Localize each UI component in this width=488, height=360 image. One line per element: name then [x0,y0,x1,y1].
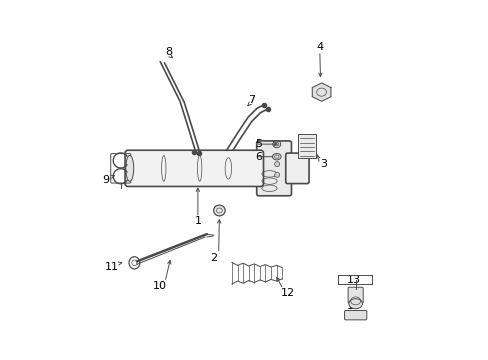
Text: 11: 11 [104,262,119,272]
Text: 8: 8 [165,46,172,57]
Ellipse shape [274,162,279,167]
Ellipse shape [272,153,281,160]
Text: 5: 5 [255,139,262,149]
FancyBboxPatch shape [344,311,366,320]
FancyBboxPatch shape [285,153,308,184]
Text: 9: 9 [102,175,109,185]
Text: 4: 4 [316,42,323,52]
Text: 14: 14 [346,301,360,311]
Text: 12: 12 [280,288,294,298]
Text: 7: 7 [247,95,255,105]
FancyBboxPatch shape [347,287,363,303]
Text: 2: 2 [210,253,217,263]
Ellipse shape [125,156,133,181]
Text: 1: 1 [194,216,201,226]
Ellipse shape [213,205,224,216]
Bar [298,134,315,158]
Text: 6: 6 [255,152,262,162]
FancyBboxPatch shape [125,150,263,186]
Text: 3: 3 [319,159,326,169]
FancyBboxPatch shape [256,141,291,196]
Text: 10: 10 [153,281,167,291]
Ellipse shape [348,299,362,309]
Text: 13: 13 [346,275,360,285]
Ellipse shape [274,172,279,177]
Polygon shape [312,83,330,101]
